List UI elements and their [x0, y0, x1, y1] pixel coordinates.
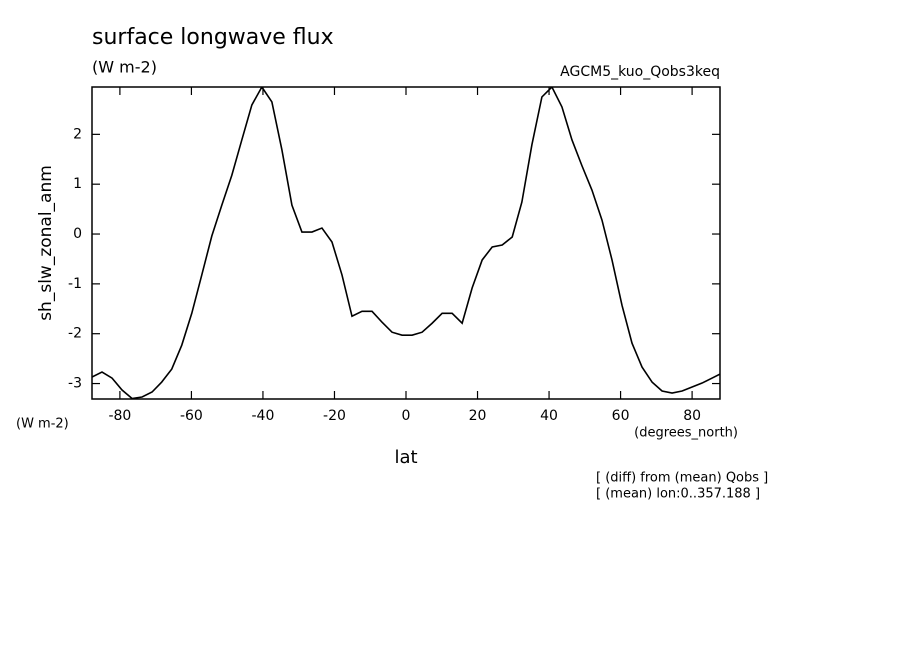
- data-line: [92, 87, 720, 399]
- chart-title: surface longwave flux: [92, 25, 334, 50]
- plot-frame: [91, 86, 721, 400]
- annotation: AGCM5_kuo_Qobs3keq: [560, 64, 720, 80]
- y-tick-label: -3: [68, 376, 82, 392]
- y-tick-label: 2: [73, 126, 82, 142]
- y-tick-label: -2: [68, 326, 82, 342]
- y-tick-label: 1: [73, 176, 82, 192]
- x-tick-label: -40: [252, 408, 275, 424]
- y-tick-label: -1: [68, 276, 82, 292]
- y-tick-label: 0: [73, 226, 82, 242]
- x-tick-label: 60: [612, 408, 630, 424]
- x-tick-label: 0: [402, 408, 411, 424]
- x-tick-label: -60: [180, 408, 203, 424]
- y-axis-label: sh_slw_zonal_anm: [36, 165, 56, 321]
- x-tick-label: -80: [108, 408, 131, 424]
- y-unit: (W m-2): [16, 417, 69, 432]
- note: [ (diff) from (mean) Qobs ]: [596, 471, 768, 486]
- x-tick-label: 80: [683, 408, 701, 424]
- x-tick-label: -20: [323, 408, 346, 424]
- chart-subtitle: (W m-2): [92, 58, 157, 77]
- x-axis-label: lat: [394, 447, 417, 468]
- x-unit: (degrees_north): [634, 426, 738, 441]
- note: [ (mean) lon:0..357.188 ]: [596, 487, 760, 502]
- x-tick-label: 20: [469, 408, 487, 424]
- x-tick-label: 40: [540, 408, 558, 424]
